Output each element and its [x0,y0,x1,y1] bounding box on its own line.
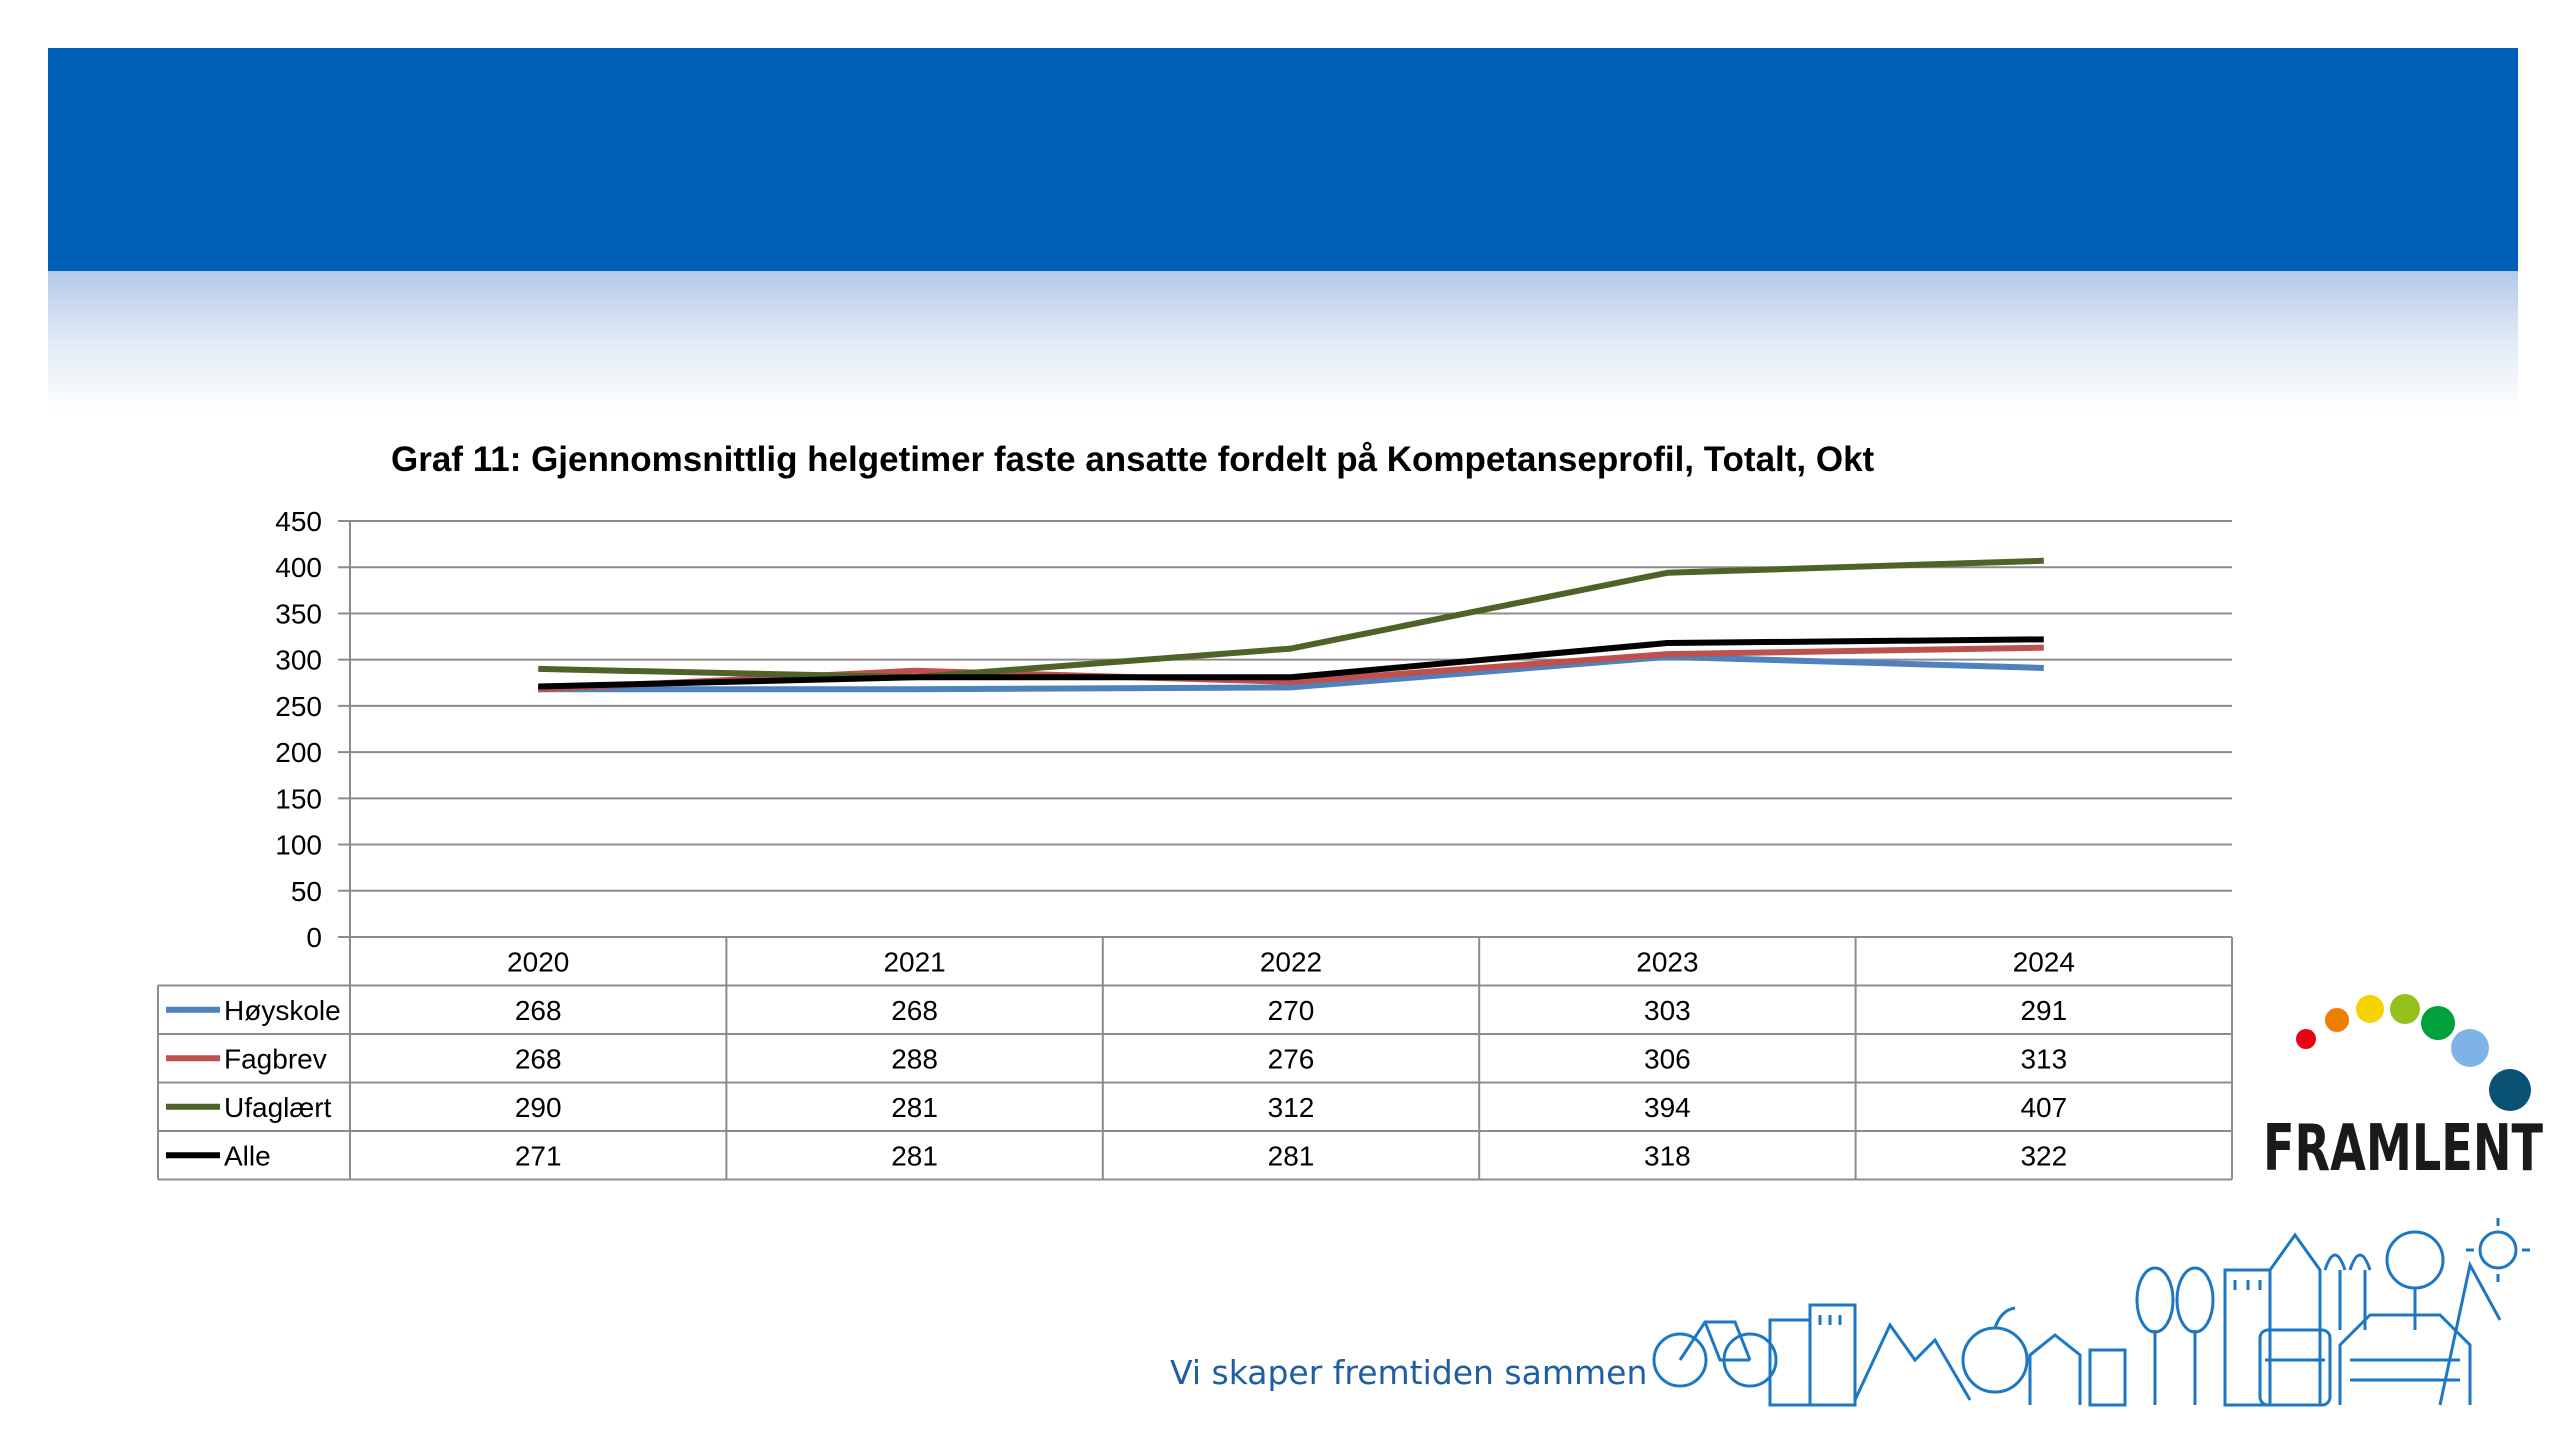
table-cell: 291 [2020,995,2067,1026]
logo-text: FRAMLENT [2263,1112,2543,1186]
header-band [48,48,2518,271]
table-cell: 322 [2020,1140,2067,1171]
table-cell: 288 [891,1043,938,1074]
x-tick-label: 2022 [1260,946,1322,977]
y-tick-label: 250 [275,691,322,722]
logo-dot [2325,1008,2349,1032]
table-cell: 281 [891,1092,938,1123]
x-tick-label: 2020 [507,946,569,977]
logo-dot [2356,995,2384,1023]
table-cell: 268 [515,1043,562,1074]
table-cell: 290 [515,1092,562,1123]
header-gradient [48,271,2518,413]
table-cell: 268 [515,995,562,1026]
y-tick-label: 150 [275,783,322,814]
table-cell: 312 [1268,1092,1315,1123]
line-chart: 0 50 100 150 200 250 300 350 400 450 2020 2021 2022 2… [157,506,2233,1181]
table-cell: 318 [1644,1140,1691,1171]
table-cell: 407 [2020,1092,2067,1123]
city-illustration [1652,1218,2530,1407]
chart-title: Graf 11: Gjennomsnittlig helgetimer fast… [391,440,1875,479]
table-cell: 270 [1268,995,1315,1026]
y-tick-label: 100 [275,830,322,861]
y-tick-label: 400 [275,552,322,583]
table-cell: 303 [1644,995,1691,1026]
tagline: Vi skaper fremtiden sammen [1170,1353,1648,1392]
series-line-alle [538,636,2044,690]
logo-dot [2421,1006,2455,1040]
y-tick-label: 0 [306,922,322,953]
legend-label: Alle [224,1140,271,1171]
table-cell: 271 [515,1140,562,1171]
logo-dot [2390,994,2420,1024]
x-tick-label: 2024 [2013,946,2075,977]
table-cell: 313 [2020,1043,2067,1074]
table-cell: 268 [891,995,938,1026]
logo: FRAMLENT [2255,1080,2555,1195]
legend-label: Høyskole [224,995,341,1026]
y-tick-label: 200 [275,737,322,768]
y-tick-label: 450 [275,506,322,537]
logo-dots [2296,994,2531,1111]
logo-dot [2451,1029,2489,1067]
x-tick-label: 2021 [883,946,945,977]
y-tick-label: 350 [275,598,322,629]
table-cell: 306 [1644,1043,1691,1074]
y-tick-label: 50 [291,876,322,907]
logo-dot [2296,1029,2316,1049]
logo-dot [2489,1069,2531,1111]
table-cell: 281 [1268,1140,1315,1171]
table-cell: 394 [1644,1092,1691,1123]
series-line-høyskole [538,653,2044,693]
series-line-ufaglært [538,557,2044,681]
legend-label: Fagbrev [224,1043,327,1074]
table-cell: 281 [891,1140,938,1171]
table-cell: 276 [1268,1043,1315,1074]
legend-label: Ufaglært [224,1092,332,1123]
x-tick-label: 2023 [1636,946,1698,977]
y-tick-label: 300 [275,645,322,676]
